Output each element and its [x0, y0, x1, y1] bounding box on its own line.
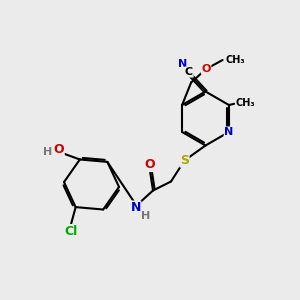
Text: S: S	[180, 154, 189, 167]
Text: Cl: Cl	[64, 225, 78, 238]
Text: O: O	[201, 64, 211, 74]
Text: CH₃: CH₃	[236, 98, 255, 109]
Text: N: N	[224, 127, 233, 137]
Text: H: H	[142, 211, 151, 221]
Text: CH₃: CH₃	[226, 55, 245, 65]
Text: O: O	[53, 143, 64, 156]
Text: O: O	[145, 158, 155, 172]
Text: N: N	[130, 201, 141, 214]
Text: H: H	[43, 147, 52, 157]
Text: N: N	[178, 59, 188, 70]
Text: C: C	[185, 67, 193, 77]
